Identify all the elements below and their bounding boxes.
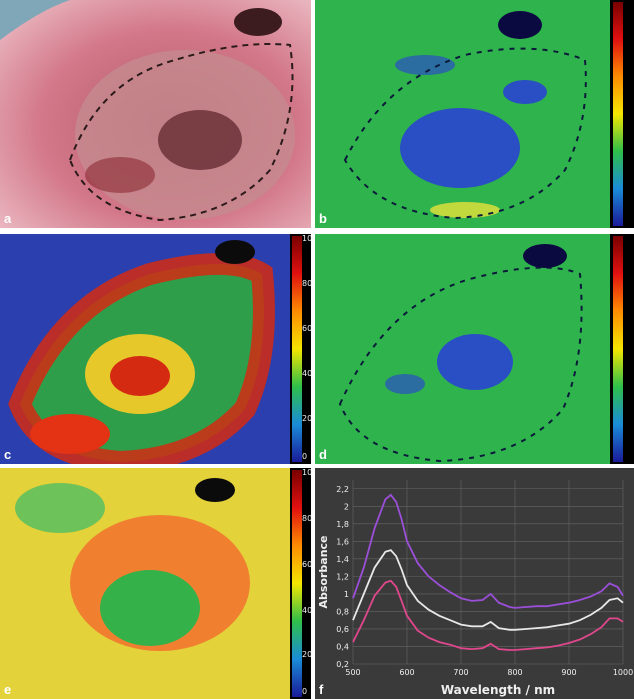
colorbar-b xyxy=(613,2,623,226)
colorbar-c xyxy=(292,236,302,462)
panel-b-map: b xyxy=(315,0,634,228)
panel-d-map: d xyxy=(315,234,634,464)
y-tick-label: 0,8 xyxy=(336,607,349,616)
panel-label-f: f xyxy=(319,682,324,697)
panel-a-photo: a xyxy=(0,0,311,228)
x-tick-label: 900 xyxy=(561,668,576,677)
series-line-3 xyxy=(352,579,624,651)
panel-label-c: c xyxy=(4,447,12,462)
series-line-1 xyxy=(352,493,624,609)
colorbar-d xyxy=(613,236,623,462)
y-tick-label: 1,4 xyxy=(336,555,349,564)
wound-photo xyxy=(0,0,311,228)
colorbar-c-tick-40: 40 xyxy=(302,369,311,378)
panel-c-map: 100 80 60 40 20 0 c xyxy=(0,234,311,464)
y-axis-label: Absorbance xyxy=(317,535,330,608)
y-tick-label: 1 xyxy=(344,590,349,599)
x-tick-label: 700 xyxy=(453,668,468,677)
panel-f-chart: 500 600 700 800 900 1000 0,2 0,4 0,6 0,8 1 1,2 1,4 1,… xyxy=(315,468,634,699)
panel-label-b: b xyxy=(319,211,327,226)
x-tick-label: 500 xyxy=(345,668,360,677)
y-tick-label: 0,2 xyxy=(336,660,349,669)
colorbar-e-tick-40: 40 xyxy=(302,606,311,615)
y-tick-label: 1,2 xyxy=(336,572,349,581)
x-tick-label: 1000 xyxy=(613,668,633,677)
y-tick-label: 2,2 xyxy=(336,485,349,494)
y-tick-label: 0,6 xyxy=(336,625,349,634)
absorbance-chart: 500 600 700 800 900 1000 0,2 0,4 0,6 0,8 1 1,2 1,4 1,… xyxy=(317,480,633,697)
colorbar-c-tick-top: 100 xyxy=(302,234,311,243)
x-tick-label: 600 xyxy=(399,668,414,677)
map-e xyxy=(0,468,290,699)
y-tick-label: 2 xyxy=(344,502,349,511)
x-axis-label: Wavelength / nm xyxy=(441,683,555,697)
series-line-2 xyxy=(352,549,624,631)
map-d xyxy=(315,234,610,464)
colorbar-c-tick-60: 60 xyxy=(302,324,311,333)
colorbar-e-tick-0: 0 xyxy=(302,687,308,696)
y-tick-label: 1,6 xyxy=(336,537,349,546)
panel-label-e: e xyxy=(4,682,12,697)
colorbar-e-tick-20: 20 xyxy=(302,650,311,659)
panel-label-d: d xyxy=(319,447,327,462)
y-tick-label: 1,8 xyxy=(336,520,349,529)
colorbar-c-tick-0: 0 xyxy=(302,452,308,461)
map-b xyxy=(315,0,610,228)
y-tick-label: 0,4 xyxy=(336,642,349,651)
colorbar-e xyxy=(292,470,302,697)
colorbar-e-tick-top: 100 xyxy=(302,468,311,477)
x-tick-label: 800 xyxy=(507,668,522,677)
colorbar-c-tick-80: 80 xyxy=(302,279,311,288)
colorbar-e-tick-60: 60 xyxy=(302,560,311,569)
panel-label-a: a xyxy=(4,211,12,226)
colorbar-e-tick-80: 80 xyxy=(302,514,311,523)
panel-e-map: 100 80 60 40 20 0 e xyxy=(0,468,311,699)
colorbar-c-tick-20: 20 xyxy=(302,414,311,423)
map-c xyxy=(0,234,290,464)
